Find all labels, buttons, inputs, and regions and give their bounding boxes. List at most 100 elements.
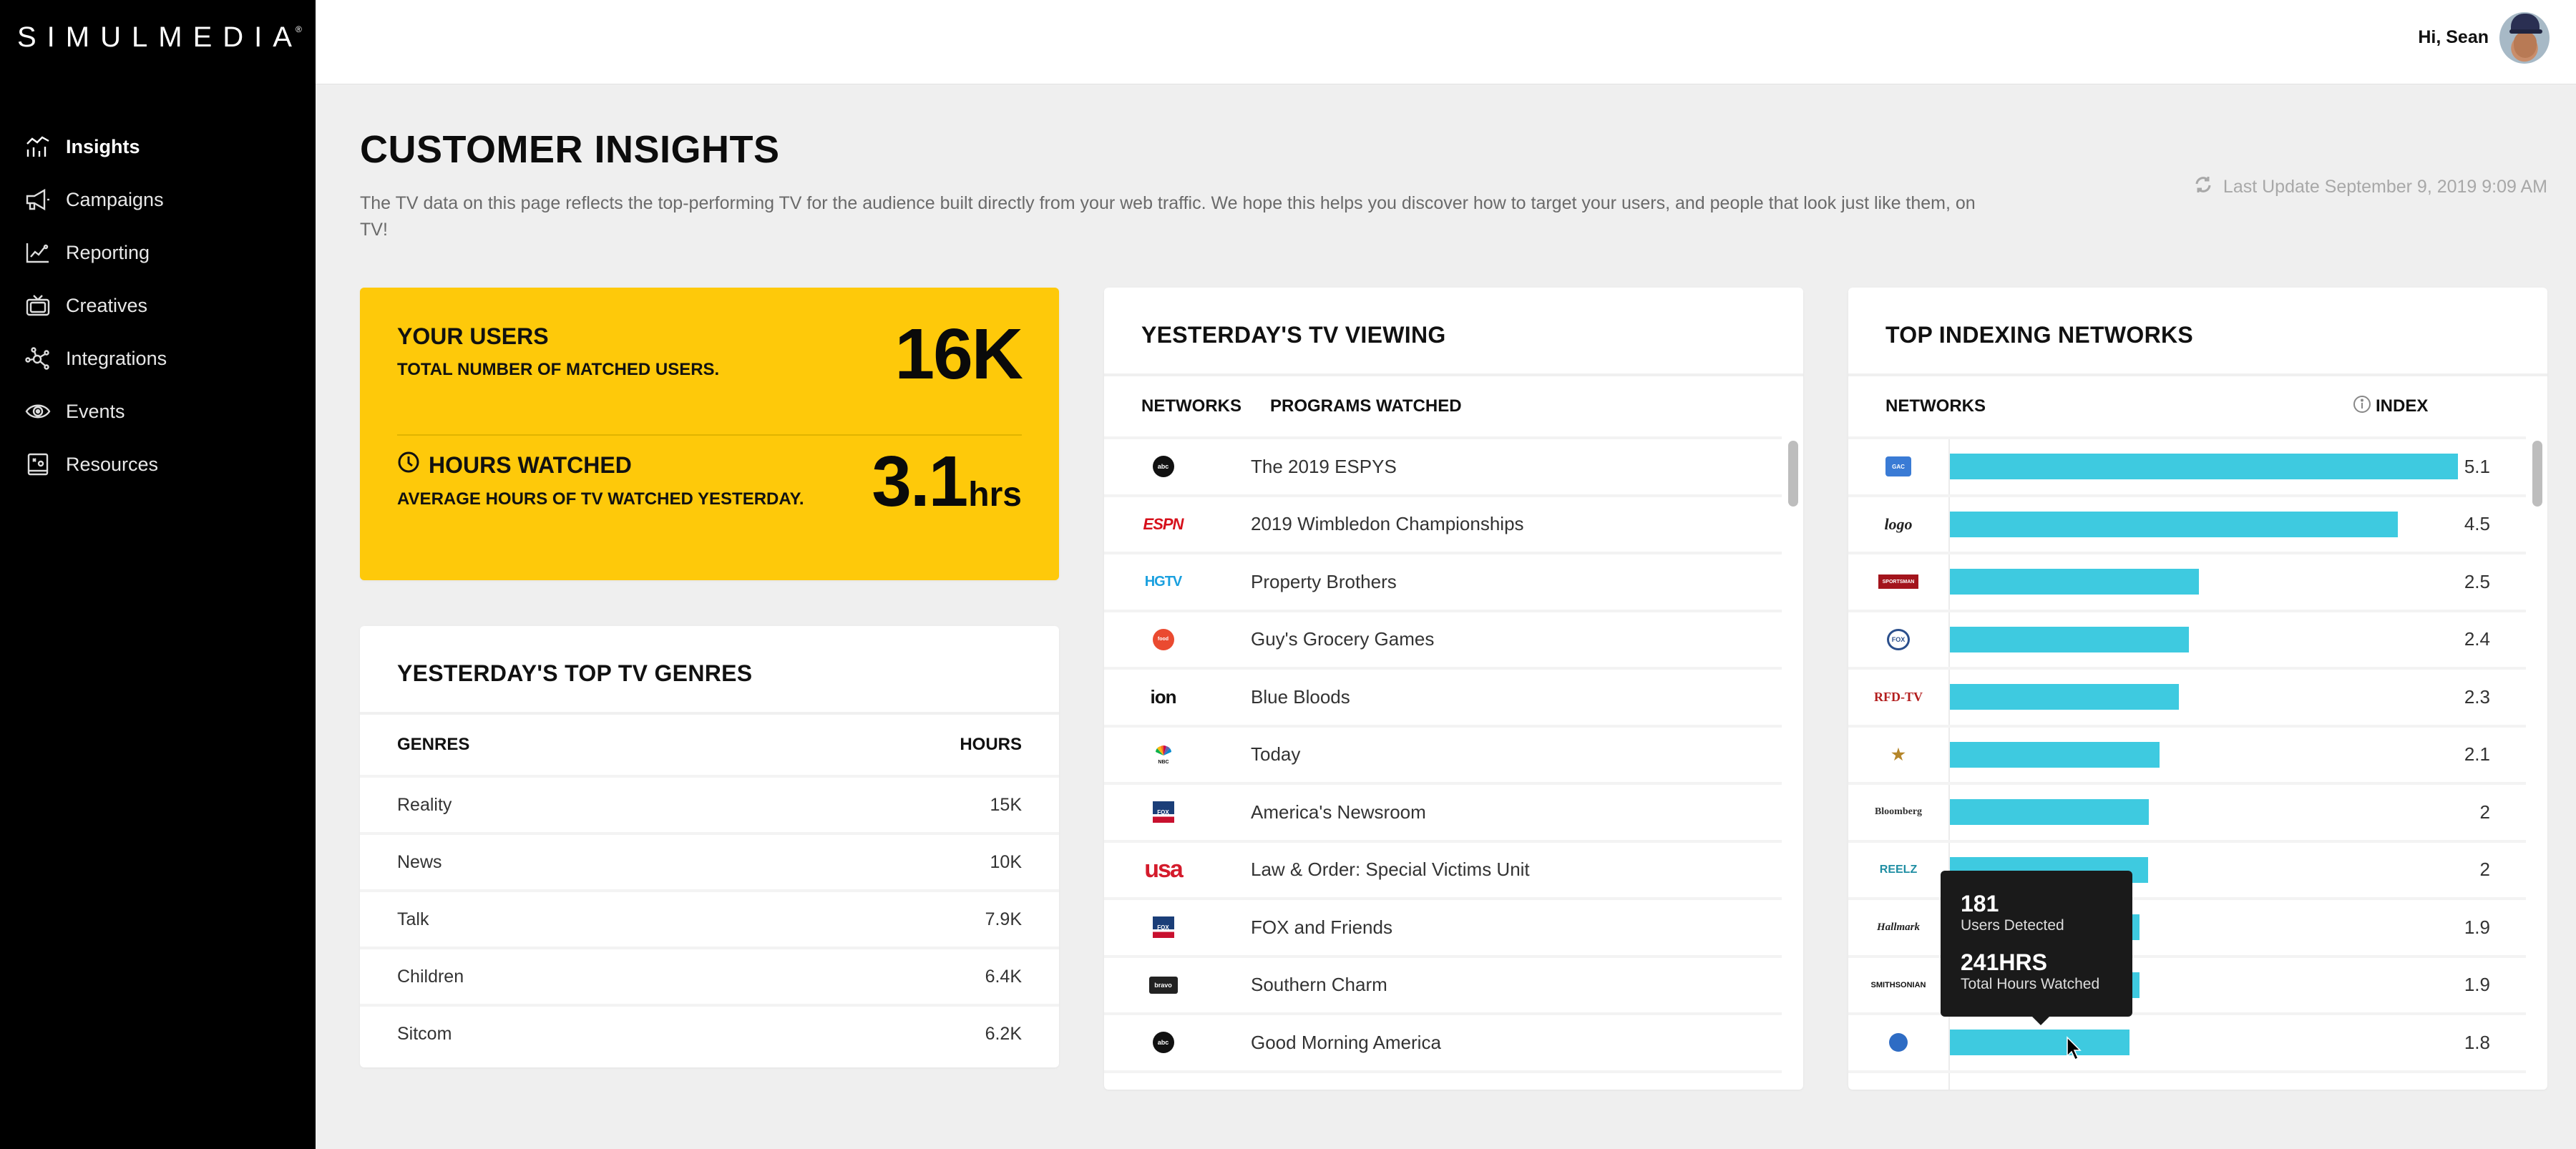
tooltip-users-label: Users Detected	[1961, 917, 2064, 934]
users-stat-value: 16K	[894, 314, 1023, 394]
page-title: CUSTOMER INSIGHTS	[360, 128, 780, 171]
sidebar-item-resources[interactable]: Resources	[24, 438, 167, 491]
bar-row[interactable]: logo 4.5	[1848, 494, 2526, 552]
tv-viewing-card: YESTERDAY'S TV VIEWING NETWORKS PROGRAMS…	[1104, 288, 1803, 1090]
index-bar[interactable]	[1950, 741, 2160, 768]
viewing-table-body: abc The 2019 ESPYS ESPN 2019 Wimbledon Cha…	[1104, 436, 1782, 1090]
program-name: Property Brothers	[1251, 570, 1397, 592]
tooltip-hours-label: Total Hours Watched	[1961, 976, 2100, 992]
index-value: 2.1	[2464, 743, 2490, 766]
index-value: 1.9	[2464, 974, 2490, 996]
genres-table-header: GENRES HOURS	[360, 715, 1059, 775]
table-row[interactable]: food Guy's Grocery Games	[1104, 609, 1782, 668]
index-col-header[interactable]: INDEX	[2353, 395, 2428, 419]
sidebar-item-campaigns[interactable]: Campaigns	[24, 173, 167, 226]
hours-stat: HOURS WATCHED AVERAGE HOURS OF TV WATCHE…	[397, 441, 1022, 558]
rfd-tv-logo-icon: RFD-TV	[1874, 689, 1923, 704]
programs-col-header[interactable]: PROGRAMS WATCHED	[1270, 396, 1462, 416]
megaphone-icon	[24, 187, 52, 212]
avatar-face	[2514, 32, 2537, 58]
users-stat-subtitle: TOTAL NUMBER OF MATCHED USERS.	[397, 360, 720, 379]
clock-icon	[397, 451, 429, 479]
program-name: America's Newsroom	[1251, 801, 1426, 823]
program-name: 2019 Wimbledon Championships	[1251, 513, 1524, 535]
networks-col-header[interactable]: NETWORKS	[1141, 396, 1241, 416]
indexing-scrollbar[interactable]	[2530, 439, 2543, 1090]
users-stat: YOUR USERS TOTAL NUMBER OF MATCHED USERS…	[397, 314, 1023, 431]
refresh-icon[interactable]	[2193, 175, 2223, 200]
abc-logo-icon: abc	[1152, 1032, 1174, 1054]
table-row: News 10K	[360, 832, 1059, 889]
table-row[interactable]: FOX FOX and Friends	[1104, 897, 1782, 955]
brand-name: SIMULMEDIA	[17, 21, 303, 53]
genre-hours: 10K	[990, 851, 1022, 872]
index-value: 1.8	[2464, 1031, 2490, 1053]
index-value: 1.9	[2464, 916, 2490, 938]
hours-stat-value: 3.1hrs	[872, 441, 1022, 523]
sidebar-item-integrations[interactable]: Integrations	[24, 332, 167, 385]
insights-icon	[24, 135, 52, 159]
sidebar-item-label: Campaigns	[66, 188, 164, 210]
sidebar-item-label: Insights	[66, 135, 140, 157]
bar-row[interactable]: FOX 2.4	[1848, 609, 2526, 668]
sidebar-item-label: Resources	[66, 453, 159, 475]
bar-row[interactable]: ★ 2.1	[1848, 724, 2526, 783]
divider	[360, 712, 1059, 715]
index-value: 5.1	[2464, 455, 2490, 477]
eye-icon	[24, 399, 52, 424]
table-row[interactable]: ion Blue Bloods	[1104, 667, 1782, 725]
bar-row[interactable]: RFD-TV 2.3	[1848, 667, 2526, 725]
user-avatar[interactable]	[2499, 12, 2550, 64]
sidebar-item-insights[interactable]: Insights	[24, 120, 167, 173]
user-greeting: Hi, Sean	[2418, 27, 2489, 47]
index-bar[interactable]	[1950, 684, 2180, 710]
sidebar-item-label: Events	[66, 400, 125, 422]
sidebar-item-reporting[interactable]: Reporting	[24, 226, 167, 279]
table-row[interactable]: abc Good Morning America	[1104, 1012, 1782, 1070]
bar-row[interactable]: Bloomberg 2	[1848, 782, 2526, 840]
index-bar[interactable]	[1950, 626, 2189, 652]
genres-table-body: Reality 15K News 10K Talk 7.9K Children 6.4K…	[360, 775, 1059, 1061]
hours-value-unit: hrs	[968, 476, 1022, 514]
hours-col-header[interactable]: HOURS	[960, 735, 1022, 754]
ion-logo-icon: ion	[1150, 685, 1177, 708]
index-bar[interactable]	[1950, 569, 2199, 595]
bar-row[interactable]: GAC 5.1	[1848, 436, 2526, 494]
sidebar-item-events[interactable]: Events	[24, 385, 167, 438]
hours-stat-label: HOURS WATCHED	[429, 451, 632, 478]
network-nodes-icon	[24, 346, 52, 371]
table-row[interactable]: abc The 2019 ESPYS	[1104, 436, 1782, 494]
index-bar[interactable]	[1950, 511, 2399, 537]
table-row[interactable]: FOX America's Newsroom	[1104, 782, 1782, 840]
index-bar[interactable]	[1950, 1030, 2129, 1056]
table-row[interactable]: HGTV Property Brothers	[1104, 552, 1782, 610]
stats-divider	[397, 434, 1022, 436]
table-row[interactable]: NBC Today	[1104, 724, 1782, 783]
avatar-cap-brim	[2509, 29, 2542, 34]
bravo-logo-icon: bravo	[1148, 976, 1178, 994]
genre-hours: 6.2K	[985, 1023, 1022, 1044]
table-row[interactable]: ESPN 2019 Wimbledon Championships	[1104, 494, 1782, 552]
index-bar[interactable]	[1950, 454, 2458, 480]
index-bar[interactable]	[1950, 799, 2150, 826]
networks-col-header[interactable]: NETWORKS	[1885, 396, 1986, 416]
scrollbar-thumb[interactable]	[1788, 441, 1798, 507]
genres-col-header[interactable]: GENRES	[397, 735, 470, 754]
scrollbar-thumb[interactable]	[2532, 441, 2542, 507]
info-icon[interactable]	[2353, 395, 2376, 419]
indexing-title: TOP INDEXING NETWORKS	[1885, 322, 2194, 348]
globe-network-logo-icon	[1889, 1033, 1908, 1052]
sidebar-item-creatives[interactable]: Creatives	[24, 279, 167, 332]
viewing-scrollbar[interactable]	[1786, 439, 1799, 1090]
viewing-scroll-area[interactable]: abc The 2019 ESPYS ESPN 2019 Wimbledon Cha…	[1104, 436, 1803, 1090]
table-row[interactable]: bravo Southern Charm	[1104, 954, 1782, 1013]
bar-row[interactable]: 1.8	[1848, 1012, 2526, 1070]
table-row[interactable]: usa Law & Order: Special Victims Unit	[1104, 839, 1782, 898]
program-name: FOX and Friends	[1251, 916, 1392, 938]
brand-logo[interactable]: SIMULMEDIA®	[17, 21, 309, 54]
bar-row[interactable]: SPORTSMAN 2.5	[1848, 552, 2526, 610]
bloomberg-logo-icon: Bloomberg	[1874, 806, 1923, 818]
program-name: Guy's Grocery Games	[1251, 628, 1435, 650]
top-genres-card: YESTERDAY'S TOP TV GENRES GENRES HOURS R…	[360, 626, 1059, 1067]
usa-logo-icon: usa	[1144, 856, 1184, 884]
